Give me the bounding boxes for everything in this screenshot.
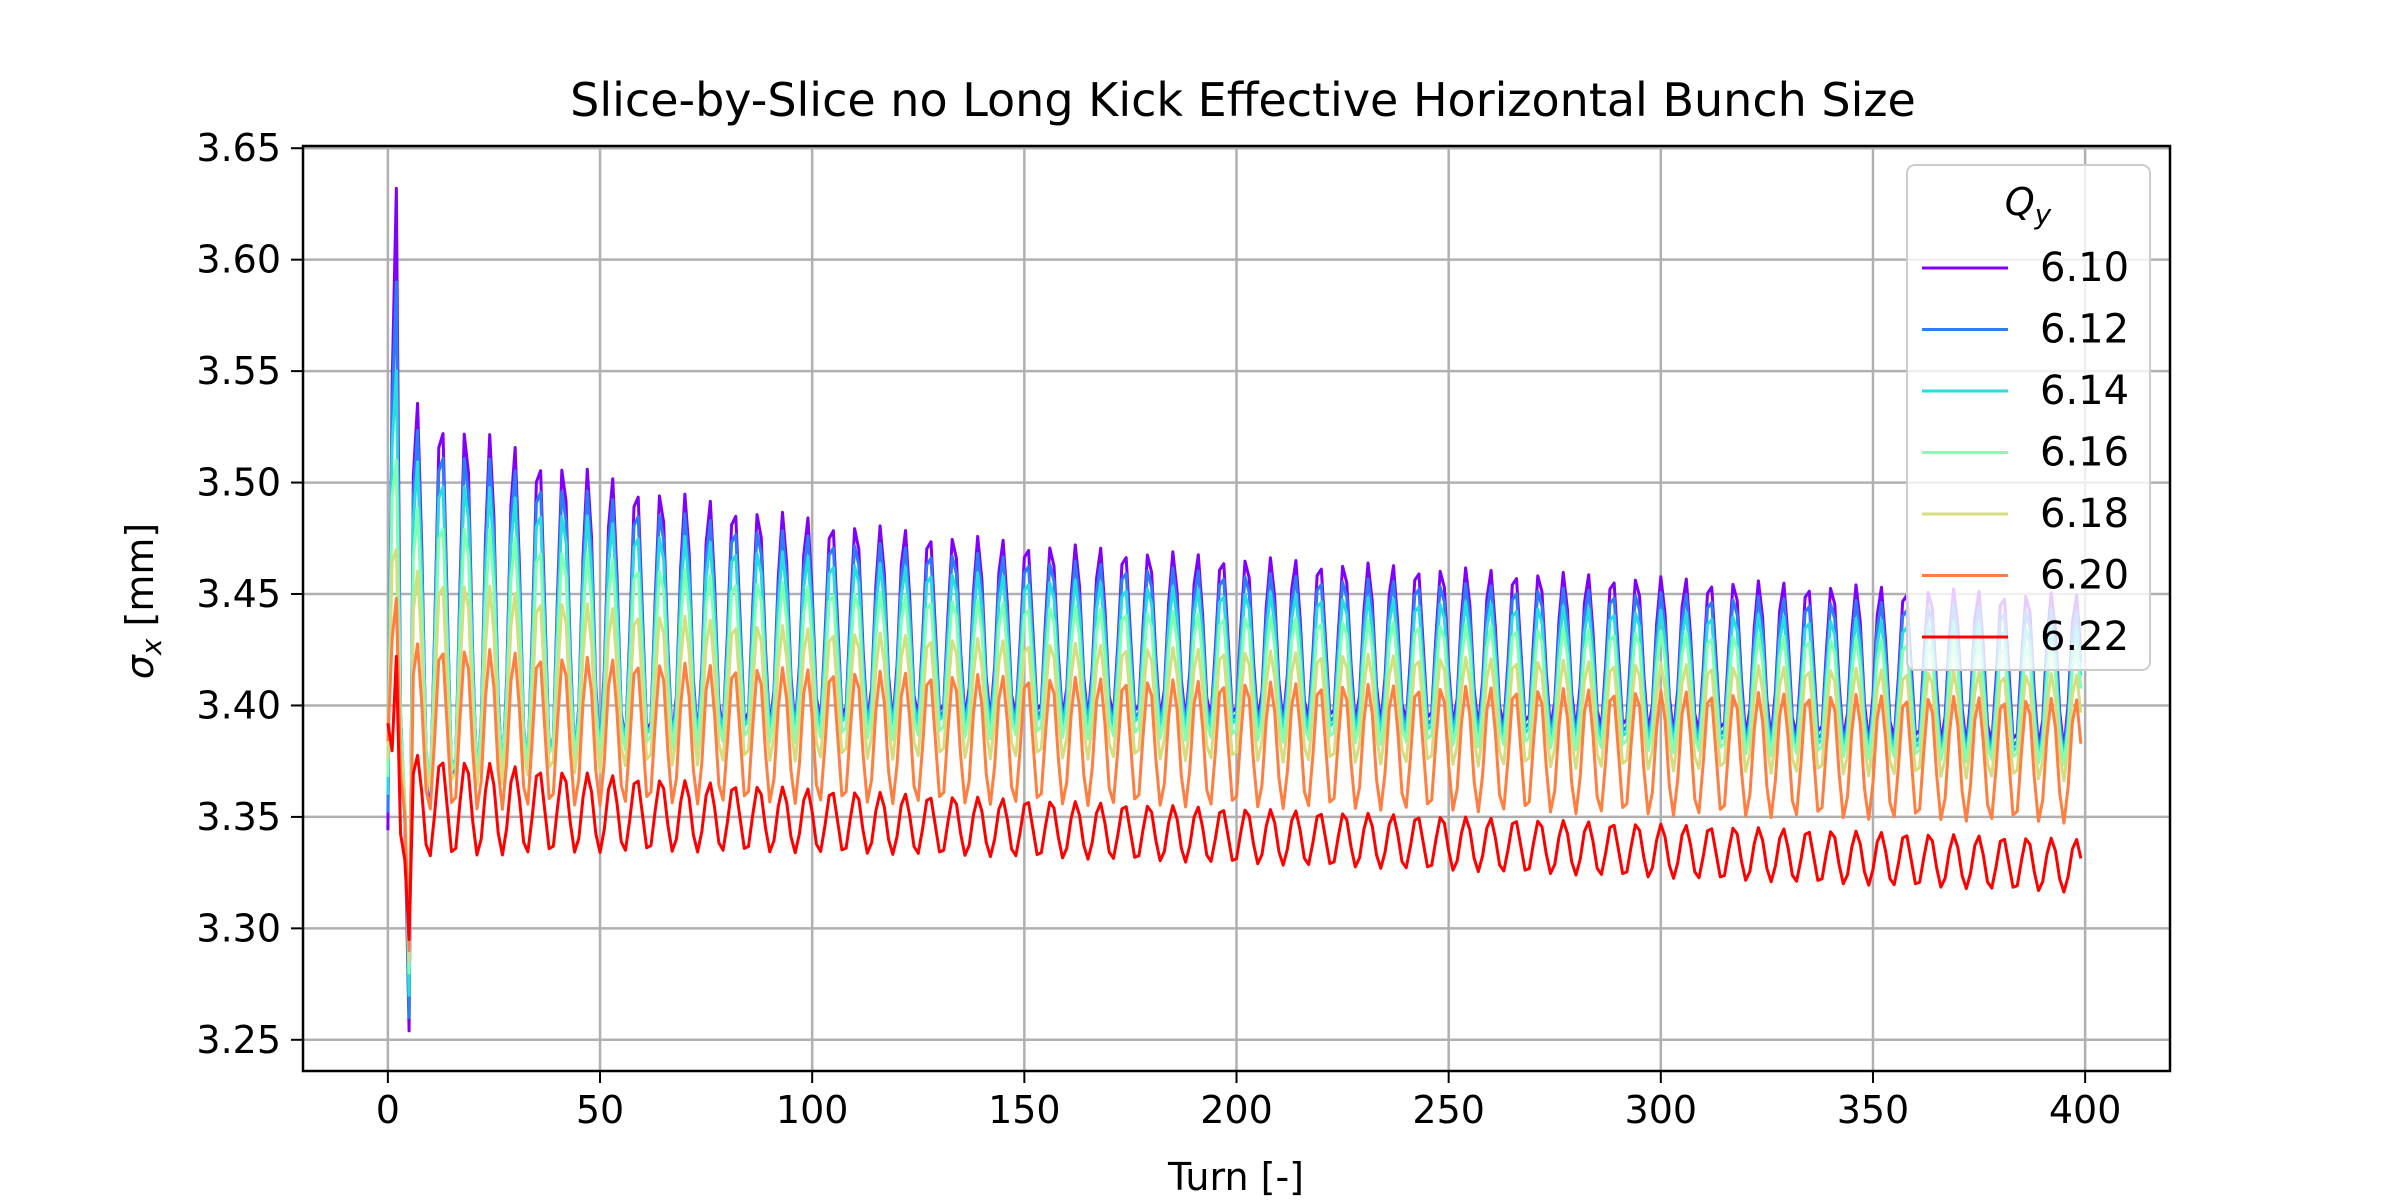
y-tick-label: 3.60 [196, 238, 281, 282]
series-lines [386, 186, 2083, 1033]
legend-label: 6.20 [2040, 553, 2129, 599]
axes: 0 50 100 150 200 250 300 350 400 3.25 3.30 3.35 3.40… [196, 126, 2172, 1132]
legend-label: 6.12 [2040, 307, 2129, 353]
plot-frame [301, 144, 2172, 1073]
y-axis-label-subscript: x [135, 638, 168, 656]
legend-label: 6.10 [2040, 245, 2129, 291]
x-tick-label: 300 [1625, 1088, 1698, 1132]
legend-label: 6.22 [2040, 614, 2129, 660]
x-axis-label: Turn [-] [1167, 1155, 1304, 1199]
y-tick-label: 3.35 [196, 795, 281, 839]
legend-title-symbol: Q [2005, 180, 2035, 224]
legend-title-subscript: y [2034, 198, 2052, 231]
x-tick-label: 50 [576, 1088, 624, 1132]
x-tick-label: 0 [376, 1088, 400, 1132]
x-tick-label: 250 [1412, 1088, 1485, 1132]
x-tick-label: 350 [1837, 1088, 1910, 1132]
legend-items: 6.10 6.12 6.14 6.16 6.18 6.20 6.22 [1922, 245, 2129, 660]
x-tick-label: 100 [776, 1088, 849, 1132]
x-tick-label: 400 [2049, 1088, 2122, 1132]
series-line-6.16 [386, 458, 2083, 975]
series-line-6.18 [386, 547, 2083, 964]
legend-title: Qy [2005, 180, 2052, 231]
x-tick-label: 150 [988, 1088, 1061, 1132]
y-tick-label: 3.50 [196, 461, 281, 505]
y-axis-label-unit: [mm] [118, 523, 162, 639]
y-tick-label: 3.55 [196, 349, 281, 393]
y-tick-label: 3.40 [196, 683, 281, 727]
y-tick-label: 3.30 [196, 906, 281, 950]
x-tick-label: 200 [1200, 1088, 1273, 1132]
legend: Qy 6.10 6.12 6.14 6.16 6.18 6.20 6.22 [1906, 164, 2151, 671]
legend-label: 6.18 [2040, 491, 2129, 537]
legend-label: 6.14 [2040, 368, 2129, 414]
y-tick-label: 3.65 [196, 126, 281, 170]
y-tick-label: 3.45 [196, 572, 281, 616]
chart-title: Slice-by-Slice no Long Kick Effective Ho… [570, 73, 1916, 127]
legend-label: 6.16 [2040, 430, 2129, 476]
y-tick-label: 3.25 [196, 1018, 281, 1062]
series-line-6.22 [386, 654, 2083, 941]
y-axis-label-symbol: σ [118, 653, 162, 679]
legend-frame [1906, 164, 2151, 671]
y-axis-label: σx [mm] [118, 523, 168, 679]
series-line-6.20 [386, 596, 2083, 953]
